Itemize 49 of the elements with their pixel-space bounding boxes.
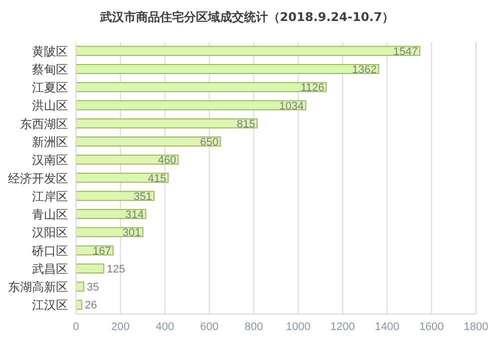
bar (76, 263, 104, 274)
data-label: 35 (86, 282, 100, 294)
bar (76, 136, 221, 147)
bar (76, 190, 154, 201)
bar (76, 82, 327, 92)
y-tick-label: 武昌区 (32, 262, 68, 276)
data-label: 650 (200, 136, 218, 149)
x-tick-label: 1200 (330, 320, 355, 333)
x-tick-label: 1800 (464, 320, 488, 333)
x-tick-label: 1600 (419, 320, 444, 333)
x-tick-label: 1400 (374, 320, 400, 333)
x-tick-label: 1000 (286, 320, 310, 333)
data-label: 815 (236, 118, 256, 130)
y-tick-label: 江夏区 (32, 80, 68, 95)
bar (76, 172, 169, 183)
bar (76, 100, 306, 110)
y-tick-label: 东西湖区 (20, 116, 68, 131)
data-label: 167 (92, 245, 112, 258)
y-tick-label: 黄陂区 (32, 44, 68, 58)
y-tick-label: 东湖高新区 (8, 280, 68, 294)
y-tick-label: 洪山区 (32, 98, 68, 113)
x-tick-label: 200 (111, 320, 130, 333)
data-label: 1034 (279, 100, 304, 112)
data-label: 26 (84, 300, 98, 312)
y-tick-label: 江岸区 (32, 189, 68, 204)
bar (76, 282, 84, 292)
data-label: 1362 (352, 64, 377, 76)
y-tick-label: 汉阳区 (32, 226, 68, 240)
chart-title: 武汉市商品住宅分区域成交统计（2018.9.24-10.7） (98, 9, 396, 26)
data-label: 125 (106, 263, 126, 276)
x-tick-label: 600 (200, 320, 219, 333)
bar (76, 46, 420, 56)
data-label: 351 (134, 190, 152, 203)
y-tick-label: 青山区 (32, 208, 68, 222)
data-label: 1547 (393, 46, 418, 58)
x-tick-label: 400 (156, 320, 174, 333)
data-label: 415 (148, 172, 166, 185)
data-label: 301 (122, 227, 141, 240)
y-tick-label: 蔡甸区 (32, 62, 68, 76)
x-tick-label: 800 (244, 320, 263, 333)
y-tick-label: 新洲区 (32, 134, 68, 149)
bar (76, 300, 82, 310)
bar (76, 118, 258, 128)
y-tick-label: 江汉区 (32, 298, 68, 312)
y-tick-label: 经济开发区 (8, 171, 68, 186)
x-tick-label: 0 (72, 320, 80, 333)
y-tick-label: 硚口区 (31, 244, 68, 258)
bar (76, 64, 380, 74)
y-tick-label: 汉南区 (32, 153, 68, 168)
